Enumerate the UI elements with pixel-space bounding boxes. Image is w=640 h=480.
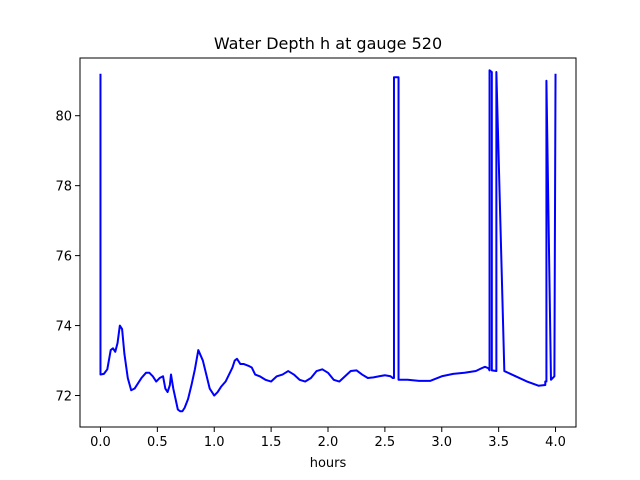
- y-tick-label: 80: [55, 110, 72, 125]
- y-axis: 72 74 76 78 80: [55, 110, 80, 405]
- x-tick-label: 2.5: [375, 435, 396, 450]
- x-axis-label: hours: [310, 456, 347, 471]
- series-layer: [99, 69, 557, 413]
- x-tick-label: 2.0: [318, 435, 339, 450]
- series-line-0: [99, 69, 557, 413]
- x-tick-label: 0.0: [90, 435, 111, 450]
- chart-title: Water Depth h at gauge 520: [214, 34, 442, 53]
- x-tick-label: 3.0: [431, 435, 452, 450]
- y-tick-label: 72: [55, 390, 72, 405]
- x-tick-label: 1.5: [261, 435, 282, 450]
- x-tick-label: 3.5: [488, 435, 509, 450]
- y-tick-label: 74: [55, 320, 72, 335]
- x-tick-label: 0.5: [147, 435, 168, 450]
- y-tick-label: 78: [55, 180, 72, 195]
- x-axis: 0.0 0.5 1.0 1.5 2.0 2.5 3.0 3.5 4.0: [90, 427, 566, 450]
- y-tick-label: 76: [55, 250, 72, 265]
- x-tick-label: 1.0: [204, 435, 225, 450]
- x-tick-label: 4.0: [545, 435, 566, 450]
